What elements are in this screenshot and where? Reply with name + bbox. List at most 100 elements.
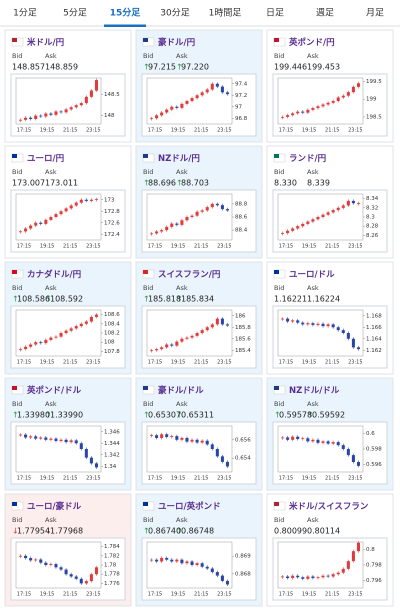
candle [321, 441, 325, 443]
candle [351, 200, 355, 204]
candle [306, 438, 310, 442]
candle [291, 228, 295, 231]
candle [281, 116, 285, 118]
candle [220, 205, 224, 210]
rate-card[interactable]: スイスフラン/円 Bid Ask ↑ ↑185.818 185.834 186 185.8 18… [135, 261, 263, 375]
flag-color [12, 386, 17, 390]
candle [165, 344, 169, 348]
pair-name[interactable]: カナダドル/円 [27, 269, 81, 280]
bid-label: Bid [143, 284, 153, 292]
x-tick-label: 17:15 [148, 128, 162, 134]
candle [19, 119, 23, 121]
tab[interactable]: 月足 [366, 8, 384, 19]
pair-name[interactable]: ユーロ/ドル [289, 270, 335, 280]
y-tick-label: 1.162 [366, 348, 382, 354]
ask-value: 88.703 [181, 179, 209, 188]
candle [170, 436, 174, 438]
tab[interactable]: 5分足 [63, 8, 87, 19]
rate-card[interactable]: カナダドル/円 Bid Ask ↑ ↑108.586 108.592 108.6 108.4 1… [4, 261, 132, 375]
candle [205, 327, 209, 331]
rate-card[interactable]: 英ポンド/ドル Bid Ask ↑ ↑1.33980 1.33990 1.346 1.344 1… [4, 377, 132, 491]
candle [291, 436, 295, 440]
y-tick-label: 8.28 [366, 224, 379, 230]
pair-name[interactable]: ユーロ/円 [27, 154, 64, 164]
x-tick-label: 21:15 [63, 476, 77, 482]
candle [185, 101, 189, 104]
pair-name[interactable]: NZドル/円 [158, 154, 200, 164]
tab[interactable]: 1時間足 [209, 8, 242, 19]
tab[interactable]: 週足 [316, 8, 334, 19]
pair-name[interactable]: ユーロ/英ポンド [158, 501, 221, 512]
ask-value: 0.86748 [181, 527, 214, 536]
tab[interactable]: 15分足 [110, 7, 142, 19]
rate-card[interactable]: NZドル/円 Bid Ask ↑ ↑88.696 88.703 88.8 88.6 88.4 17… [135, 145, 263, 259]
pair-name[interactable]: NZドル/ドル [289, 386, 340, 396]
x-tick-label: 23:15 [217, 360, 231, 366]
pair-name[interactable]: 英ポンド/円 [288, 37, 335, 48]
candle [150, 559, 154, 561]
rate-card[interactable]: 豪ドル/円 Bid Ask ↑ ↑97.215 97.220 97.4 97.2 97 96.8 1… [135, 29, 263, 143]
rate-card[interactable]: 豪ドル/ドル Bid Ask ↑ ↑0.65307 0.65311 0.656 0.654 17… [135, 377, 263, 491]
pair-name[interactable]: 豪ドル/ドル [158, 385, 204, 396]
candle [84, 321, 88, 324]
y-tick-label: 88.4 [235, 228, 248, 234]
bid-label: Bid [12, 400, 22, 408]
y-tick-label: 97.2 [235, 93, 247, 99]
x-tick-label: 17:15 [17, 128, 31, 134]
bid-label: Bid [143, 52, 153, 60]
pair-name[interactable]: ランド/円 [289, 154, 326, 164]
candle [296, 226, 300, 229]
pair-name[interactable]: 米ドル/円 [27, 37, 64, 48]
candle [225, 209, 229, 211]
rate-card[interactable]: NZドル/ドル Bid Ask ↑ ↑0.59578 0.59592 0.6 0.598 0.5… [266, 377, 394, 491]
x-tick-label: 19:15 [40, 244, 54, 250]
candle [170, 223, 174, 227]
tab[interactable]: 30分足 [160, 8, 189, 19]
pair-name[interactable]: 英ポンド/ドル [26, 385, 82, 396]
pair-name[interactable]: スイスフラン/円 [158, 270, 220, 280]
candle [59, 439, 63, 441]
candle [195, 439, 199, 443]
pair-name[interactable]: 米ドル/スイスフラン [289, 501, 369, 512]
ask-value: 199.453 [307, 63, 340, 72]
y-tick-label: 186 [235, 313, 246, 319]
candle [49, 438, 53, 440]
candle [336, 442, 340, 446]
bid-arrow: ↑ [143, 179, 150, 188]
candle [180, 437, 184, 440]
bid-value: 148.857 [12, 63, 45, 72]
ask-value: 1.77968 [50, 527, 83, 536]
rate-card[interactable]: ユーロ/英ポンド Bid Ask ↑ ↑0.86740 0.86748 0.869 0.868… [135, 493, 263, 607]
candle [34, 115, 38, 119]
candle [160, 112, 164, 116]
candle [311, 576, 315, 579]
candle [210, 203, 214, 208]
x-tick-label: 17:15 [279, 128, 293, 134]
bid-value: 1.33980 [17, 411, 50, 420]
bid-value: 1.16221 [274, 295, 307, 304]
candle [24, 555, 28, 559]
y-tick-label: 185.6 [235, 336, 251, 342]
candle [301, 322, 305, 325]
pair-name[interactable]: ユーロ/豪ドル [27, 501, 82, 512]
candle [185, 217, 189, 221]
ask-label: Ask [307, 284, 319, 292]
ask-arrow: ↑ [45, 411, 52, 420]
candle [69, 205, 73, 209]
y-tick-label: 88.6 [235, 215, 248, 221]
bid-value: 173.007 [12, 179, 45, 188]
ask-value: 173.011 [45, 179, 78, 188]
tab[interactable]: 日足 [266, 8, 284, 19]
tab[interactable]: 1分足 [13, 8, 37, 19]
bid-value: 8.330 [274, 179, 297, 188]
pair-name[interactable]: 豪ドル/円 [158, 37, 195, 48]
rate-card[interactable]: ランド/円 Bid Ask 8.330 8.339 8.34 8.32 8.3 8.28 8.26… [266, 145, 394, 259]
candle [89, 316, 93, 322]
